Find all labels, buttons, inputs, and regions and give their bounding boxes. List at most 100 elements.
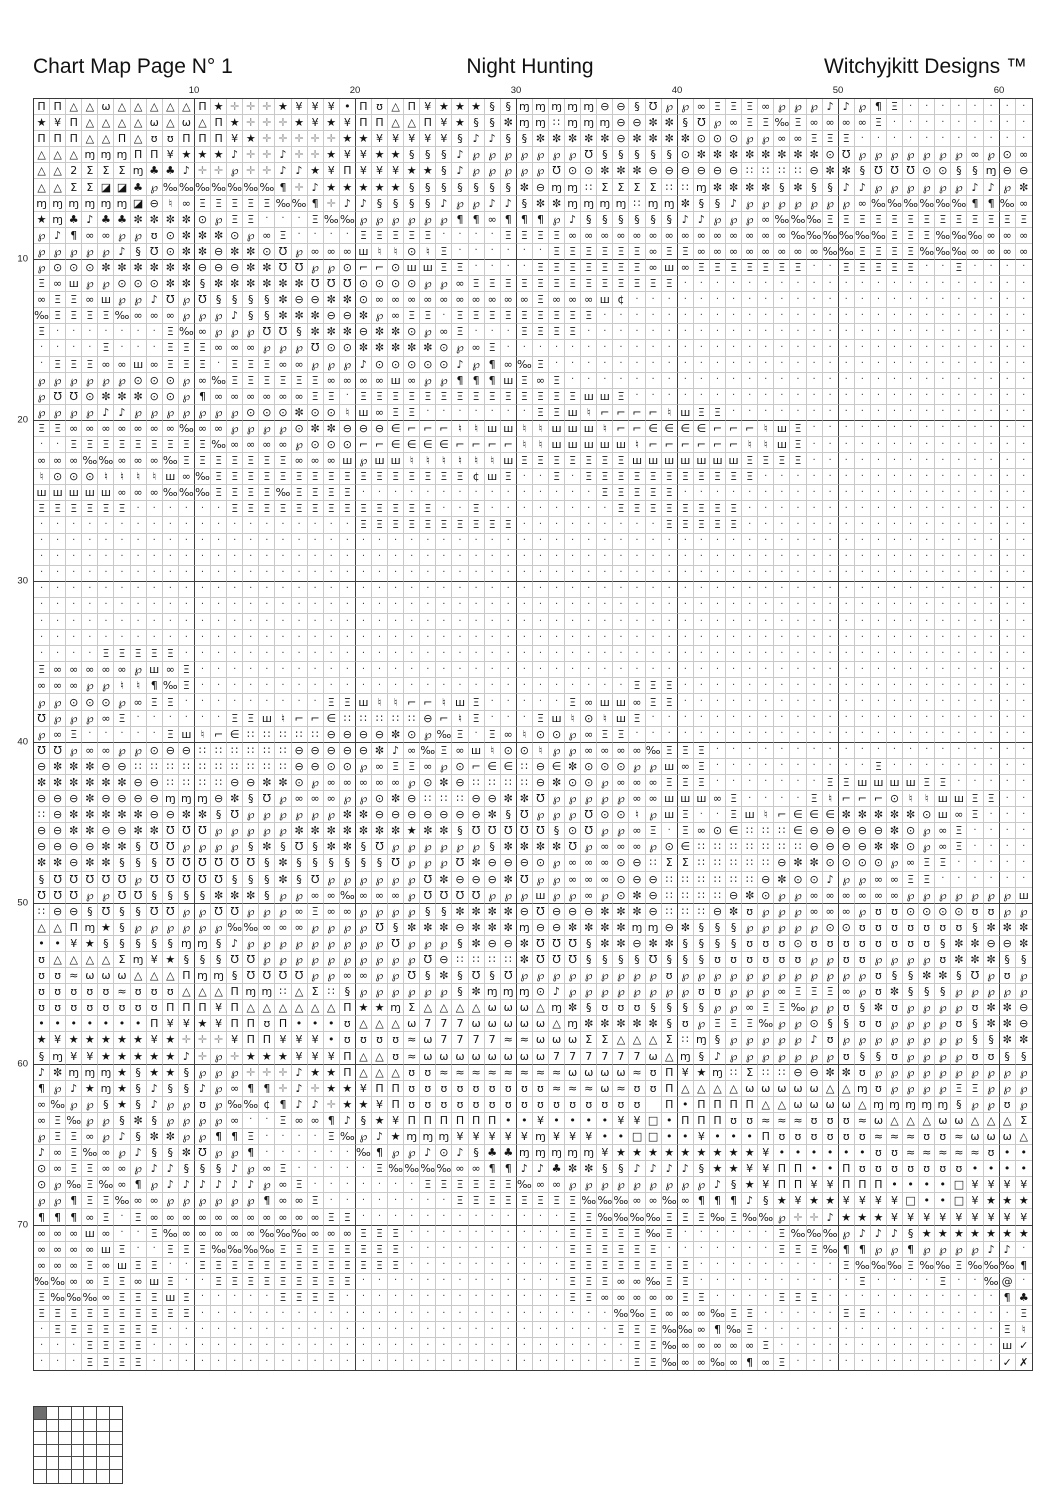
grid-cell: ℧ [886, 163, 904, 180]
grid-cell: ★ [146, 1064, 163, 1081]
grid-cell: ∞ [371, 774, 389, 792]
grid-cell: § [130, 855, 147, 872]
grid-cell: · [886, 436, 904, 454]
grid-cell: ω [452, 1048, 469, 1065]
grid-cell: ¥ [870, 1193, 887, 1210]
grid-cell: ℘ [645, 807, 662, 824]
grid-cell: ∷ [790, 839, 807, 856]
grid-cell: ℘ [790, 903, 807, 920]
grid-cell: · [983, 276, 1000, 293]
grid-cell: · [822, 292, 839, 309]
grid-cell: · [565, 1338, 582, 1355]
grid-cell: ℘ [983, 887, 1000, 904]
grid-cell: Ξ [291, 1241, 308, 1258]
grid-cell: Ξ [549, 388, 566, 405]
grid-cell: Ξ [452, 308, 469, 325]
grid-cell: · [1015, 276, 1032, 293]
grid-cell: ★ [355, 179, 372, 196]
grid-cell: ℘ [903, 179, 920, 196]
grid-cell: · [1015, 1274, 1032, 1290]
grid-cell: ★ [999, 1225, 1016, 1242]
grid-cell: · [420, 662, 437, 679]
grid-cell: Ξ [227, 1257, 244, 1274]
grid-cell: ∞ [146, 356, 163, 373]
grid-cell: · [565, 469, 582, 486]
grid-cell: ℘ [211, 1064, 228, 1081]
grid-cell: · [967, 1289, 984, 1307]
grid-cell: · [484, 614, 501, 631]
grid-cell: · [726, 742, 743, 759]
grid-cell: ℘ [935, 887, 952, 904]
grid-cell: Ξ [726, 99, 743, 116]
grid-cell: △ [709, 1080, 727, 1097]
grid-cell: ⊖ [34, 791, 51, 808]
grid-cell: ʊ [870, 1145, 887, 1162]
grid-cell: ⊙ [838, 919, 855, 936]
grid-cell: · [436, 1306, 453, 1323]
grid-cell: · [854, 758, 871, 775]
grid-cell: Ξ [709, 259, 727, 277]
grid-cell: ℘ [243, 1193, 260, 1210]
grid-cell: ℘ [870, 1032, 887, 1049]
grid-cell: △ [822, 1080, 839, 1097]
grid-cell: ‰ [645, 1225, 662, 1242]
grid-cell: Ξ [597, 1257, 614, 1274]
grid-cell: ⊖ [806, 823, 823, 840]
grid-cell: · [903, 131, 920, 148]
grid-cell: Ξ [565, 694, 582, 711]
grid-cell: · [726, 485, 743, 502]
grid-cell: · [854, 1322, 871, 1339]
grid-cell: ℘ [130, 919, 147, 936]
grid-cell: · [323, 1177, 340, 1194]
grid-cell: ∞ [211, 388, 228, 405]
grid-cell: Π [661, 1080, 678, 1097]
grid-cell: ɱ [903, 1096, 920, 1113]
grid-cell: ℘ [951, 179, 968, 196]
grid-cell: ✼ [549, 839, 566, 856]
grid-cell: ℘ [838, 1032, 855, 1049]
grid-cell: Π [693, 1112, 710, 1129]
grid-cell: ℘ [967, 1064, 984, 1081]
grid-cell: · [532, 597, 549, 614]
grid-cell: • [581, 1112, 598, 1129]
grid-cell: · [951, 453, 968, 470]
grid-cell: Ξ [742, 1322, 759, 1339]
grid-cell: ɱ [645, 919, 662, 936]
grid-cell: Ξ [742, 259, 759, 277]
grid-cell: ⊙ [82, 388, 99, 405]
grid-cell: · [516, 581, 533, 598]
grid-cell: ℧ [565, 951, 582, 969]
grid-cell: · [420, 646, 437, 663]
grid-cell: ∞ [500, 292, 517, 309]
grid-cell: ℘ [355, 903, 372, 920]
grid-cell: · [806, 549, 823, 566]
grid-cell: ɱ [516, 115, 533, 132]
grid-cell: · [597, 372, 614, 389]
grid-cell: ‰ [162, 179, 179, 196]
grid-cell: · [967, 581, 984, 598]
grid-cell: · [1015, 872, 1032, 888]
grid-cell: · [420, 404, 437, 421]
grid-cell: Ξ [532, 453, 549, 470]
grid-cell: · [308, 1354, 324, 1371]
grid-cell: ∷ [452, 791, 469, 808]
grid-cell: ∞ [50, 678, 67, 695]
grid-cell: ♪ [806, 1032, 823, 1049]
grid-cell: ✼ [82, 855, 99, 872]
grid-cell: ♪ [66, 1080, 83, 1097]
grid-cell: ✗ [1019, 1355, 1029, 1369]
grid-cell: · [983, 1289, 1000, 1307]
grid-cell: ℘ [709, 211, 727, 228]
grid-cell: · [130, 517, 147, 534]
grid-cell: · [371, 1289, 389, 1307]
grid-cell: ‰ [629, 1306, 646, 1323]
grid-cell: ℘ [903, 1080, 920, 1097]
grid-cell: ʊ [838, 1000, 855, 1017]
grid-cell: ✼ [130, 388, 147, 405]
grid-cell: · [693, 807, 710, 824]
grid-cell: Ξ [194, 195, 212, 212]
grid-cell: ⊖ [726, 887, 743, 904]
grid-cell: · [935, 99, 952, 116]
grid-cell: ℘ [597, 984, 614, 1001]
grid-cell: ℘ [983, 147, 1000, 164]
